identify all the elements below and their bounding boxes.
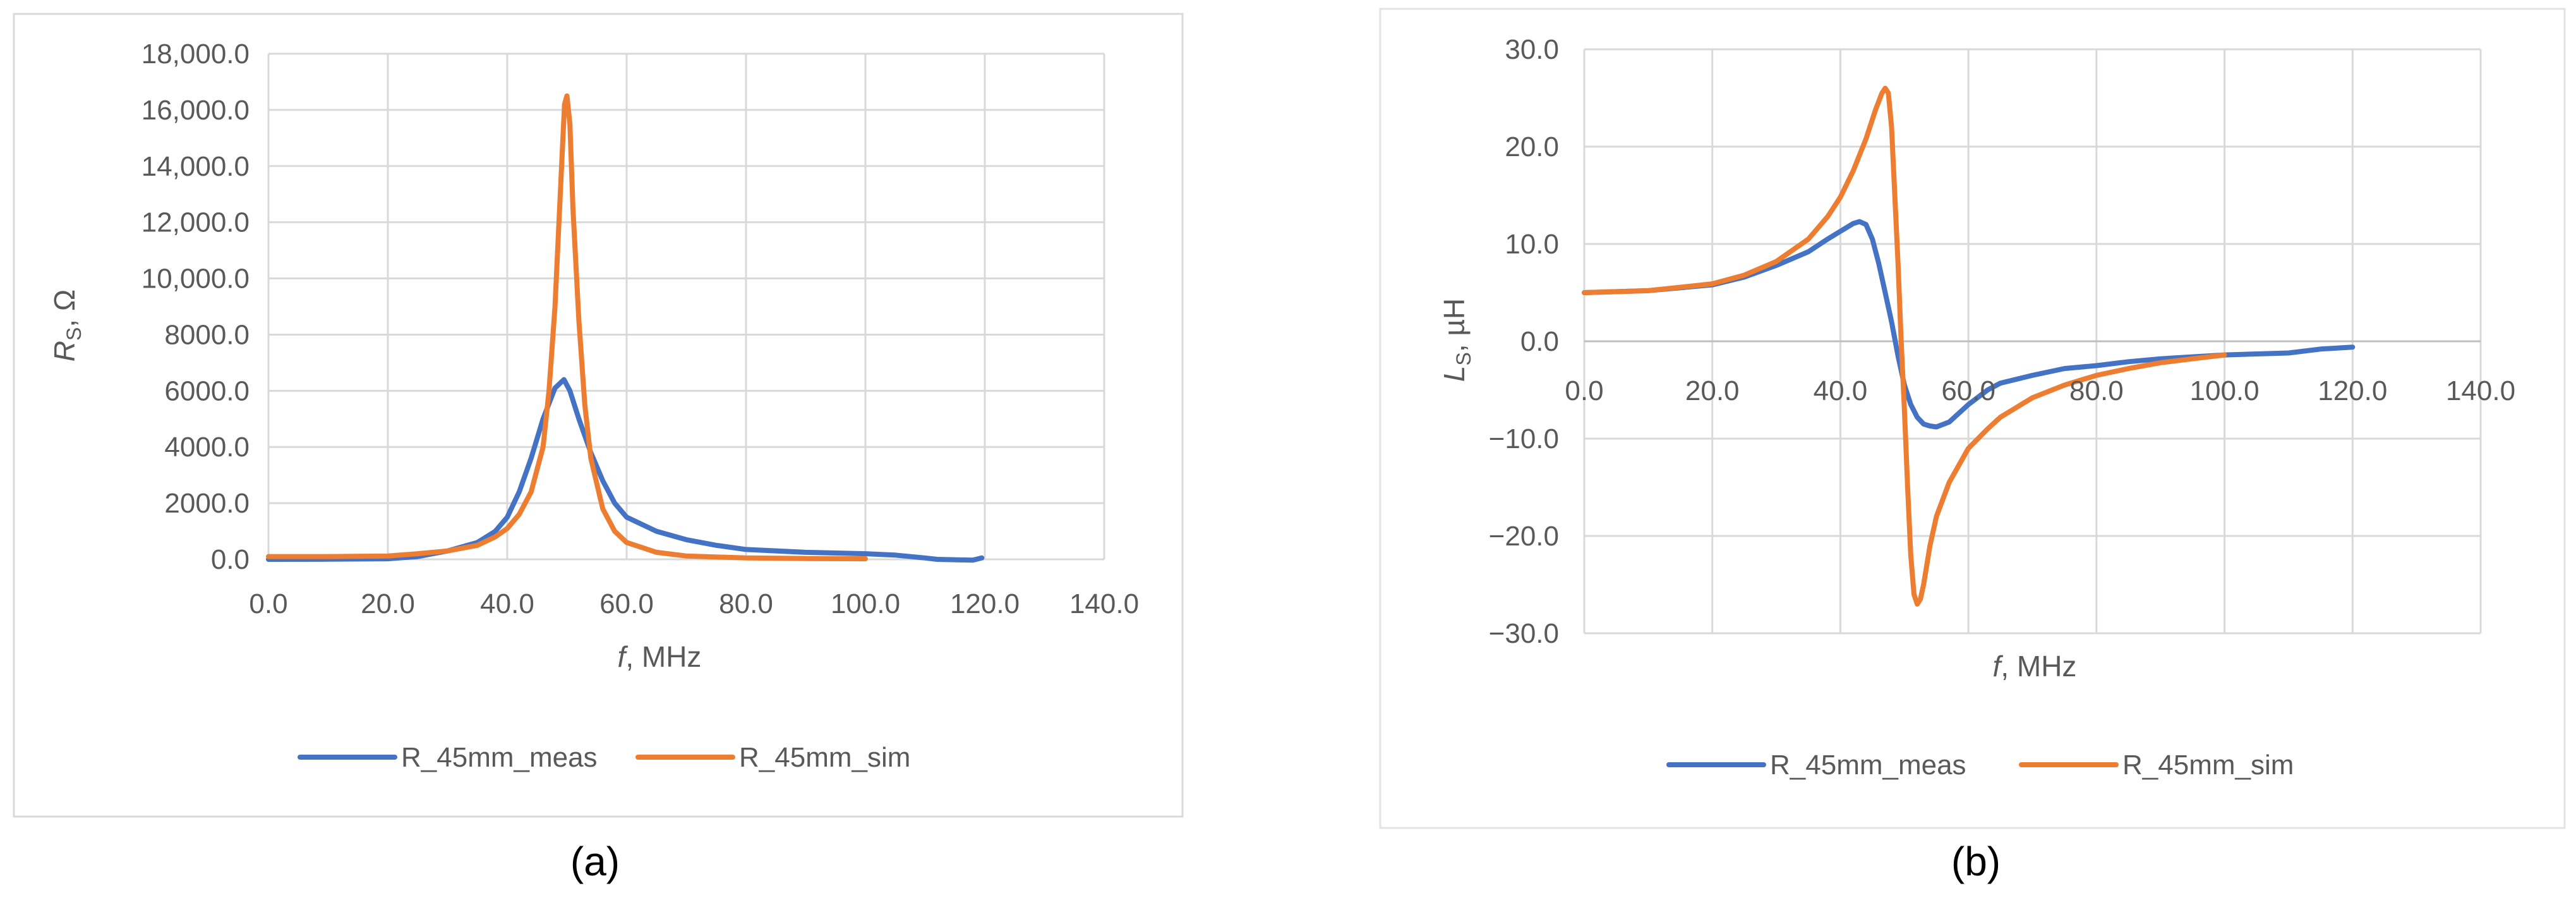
- chart-b-grid: [1583, 48, 2482, 635]
- chart-a-y-tick-label: 2000.0: [164, 488, 250, 519]
- chart-b-x-tick-label: 100.0: [2190, 375, 2260, 406]
- chart-a-x-tick-label: 0.0: [249, 588, 287, 619]
- chart-a-series: [266, 93, 985, 563]
- chart-b-y-tick-label: −20.0: [1489, 521, 1559, 552]
- chart-a-xlabel: f, MHz: [618, 640, 702, 673]
- chart-a-x-tick-label: 120.0: [950, 588, 1020, 619]
- chart-a-ticks: 0.0 20.0 40.0 60.0 80.0 100.0 120.0 140.0 0.0 200…: [141, 39, 1139, 619]
- chart-b-x-tick-label: 120.0: [2318, 375, 2387, 406]
- chart-a-frame: [13, 13, 1184, 818]
- chart-a-y-tick-label: 12,000.0: [141, 207, 250, 238]
- chart-b-ylabel: LS, µH: [1438, 298, 1475, 382]
- chart-b-series-sim-line: [1582, 85, 2227, 607]
- chart-a-y-tick-label: 18,000.0: [141, 39, 250, 70]
- chart-b-x-tick-label: 20.0: [1685, 375, 1740, 406]
- chart-b-ticks: 0.0 20.0 40.0 60.0 80.0 100.0 120.0 140.0 −30.0 −…: [1489, 34, 2515, 649]
- chart-panel-a: 0.0 20.0 40.0 60.0 80.0 100.0 120.0 140.0 0.0 200…: [13, 13, 1184, 818]
- chart-a-series-sim-line: [266, 93, 868, 562]
- chart-a-x-tick-label: 40.0: [480, 588, 534, 619]
- chart-a-y-tick-label: 16,000.0: [141, 95, 250, 126]
- chart-b-y-tick-label: 0.0: [1520, 326, 1559, 357]
- chart-b-x-tick-label: 60.0: [1941, 375, 1995, 406]
- panel-label-a: (a): [570, 839, 620, 884]
- chart-a-x-tick-label: 20.0: [361, 588, 415, 619]
- chart-b-y-tick-label: 20.0: [1505, 131, 1559, 162]
- chart-a-x-tick-label: 140.0: [1069, 588, 1139, 619]
- chart-b-legend-label: R_45mm_sim: [2122, 750, 2294, 781]
- chart-b-frame: [1379, 8, 2566, 829]
- chart-a-x-tick-label: 60.0: [599, 588, 654, 619]
- chart-b-y-tick-label: −30.0: [1489, 618, 1559, 649]
- chart-b-legend: R_45mm_meas R_45mm_sim: [1666, 750, 2294, 781]
- chart-a-legend-label: R_45mm_meas: [401, 742, 598, 773]
- chart-a-y-tick-label: 8000.0: [164, 319, 250, 350]
- chart-b-x-tick-label: 80.0: [2069, 375, 2124, 406]
- chart-b-series: [1582, 85, 2356, 607]
- chart-a-ylabel: RS, Ω: [48, 289, 85, 362]
- chart-a-y-tick-label: 10,000.0: [141, 264, 250, 295]
- chart-b-x-tick-label: 140.0: [2446, 375, 2515, 406]
- chart-b-y-tick-label: 10.0: [1505, 229, 1559, 260]
- chart-b-x-tick-label: 40.0: [1814, 375, 1868, 406]
- chart-a-legend: R_45mm_meas R_45mm_sim: [298, 742, 910, 773]
- chart-a-x-tick-label: 80.0: [719, 588, 773, 619]
- chart-b-y-tick-label: 30.0: [1505, 34, 1559, 65]
- chart-a-grid: [267, 52, 1105, 561]
- chart-a-y-tick-label: 0.0: [211, 544, 250, 575]
- chart-a-y-tick-label: 6000.0: [164, 375, 250, 406]
- chart-a-legend-label: R_45mm_sim: [739, 742, 910, 773]
- panel-label-b: (b): [1951, 839, 2001, 884]
- chart-b-y-tick-label: −10.0: [1489, 423, 1559, 454]
- chart-b-legend-label: R_45mm_meas: [1770, 750, 1966, 781]
- chart-b-x-tick-label: 0.0: [1565, 375, 1603, 406]
- chart-panel-b: 0.0 20.0 40.0 60.0 80.0 100.0 120.0 140.0 −30.0 −…: [1379, 8, 2566, 829]
- chart-a-y-tick-label: 4000.0: [164, 432, 250, 463]
- chart-b-series-meas-line: [1582, 219, 2356, 430]
- chart-b-xlabel: f, MHz: [1993, 650, 2077, 683]
- chart-a-x-tick-label: 100.0: [831, 588, 900, 619]
- chart-a-y-tick-label: 14,000.0: [141, 151, 250, 182]
